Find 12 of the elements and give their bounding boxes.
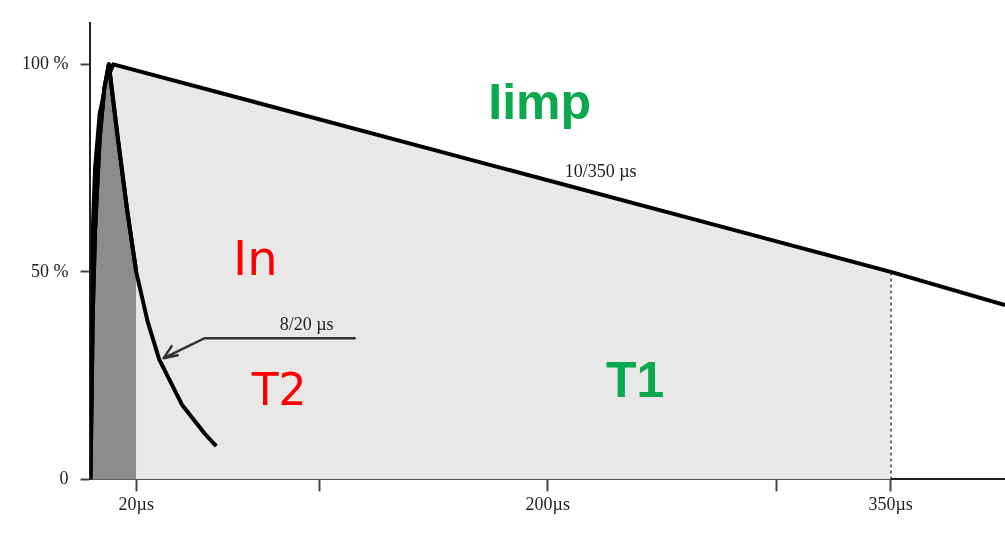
x-tick-label: 350µs xyxy=(868,493,913,514)
y-tick-label: 100 % xyxy=(21,53,69,74)
text: 8/20 µs xyxy=(279,313,334,334)
x-tick-label: 20µs xyxy=(118,493,154,514)
annotation: In xyxy=(232,229,278,286)
x-tick-label: 200µs xyxy=(525,493,570,514)
annotation: T1 xyxy=(605,352,665,409)
annotation: T2 xyxy=(250,364,307,416)
y-tick-label: 0 xyxy=(59,468,69,489)
annotation: Iimp xyxy=(488,73,592,130)
series-label: 10/350 µs xyxy=(564,161,637,182)
y-tick-label: 50 % xyxy=(30,260,69,281)
